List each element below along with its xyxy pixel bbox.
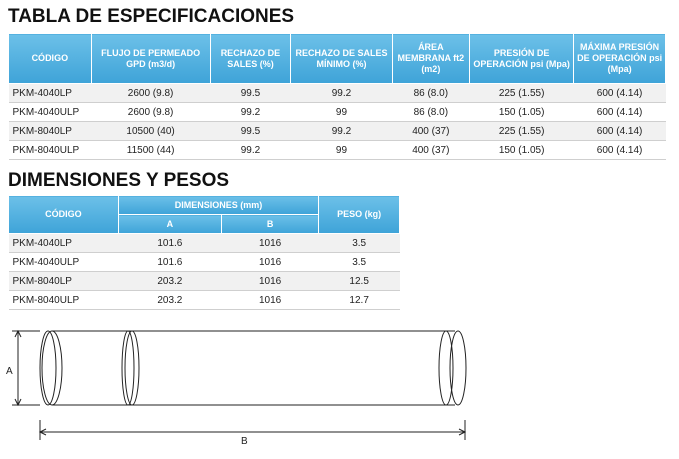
header-cell: RECHAZO DE SALES (%) xyxy=(209,33,292,84)
cell: 99 xyxy=(290,102,393,122)
header-row: CÓDIGO DIMENSIONES (mm) PESO (kg) xyxy=(8,195,400,234)
cell: PKM-4040ULP xyxy=(8,252,119,272)
cell: PKM-8040ULP xyxy=(8,290,119,310)
cell: PKM-8040LP xyxy=(8,271,119,291)
spec-title: TABLA DE ESPECIFICACIONES xyxy=(8,6,295,27)
cell: 11500 (44) xyxy=(91,140,211,160)
header-cell: A xyxy=(117,214,222,234)
cell: 1016 xyxy=(221,233,319,253)
cell: 3.5 xyxy=(318,252,400,272)
row: PKM-4040ULP 101.6 1016 3.5 xyxy=(8,252,400,272)
cell: 600 (4.14) xyxy=(573,121,666,141)
cell: 99.2 xyxy=(290,121,393,141)
label-a: A xyxy=(6,366,13,377)
tube-ring xyxy=(121,330,135,406)
arrowheads xyxy=(14,329,467,436)
row: PKM-4040LP 101.6 1016 3.5 xyxy=(8,233,400,253)
cell: 225 (1.55) xyxy=(469,121,574,141)
row: PKM-4040ULP 2600 (9.8) 99.2 99 86 (8.0) 150 (… xyxy=(8,102,666,122)
cell: 99.5 xyxy=(210,121,291,141)
cell: 2600 (9.8) xyxy=(91,83,211,103)
dims-title: DIMENSIONES Y PESOS xyxy=(8,170,230,191)
cell: PKM-4040ULP xyxy=(8,102,92,122)
header-cell: PRESIÓN DE OPERACIÓN psi (Mpa) xyxy=(469,33,575,84)
cell: 101.6 xyxy=(118,252,222,272)
dimension-lines xyxy=(12,330,466,440)
dims-table: CÓDIGO DIMENSIONES (mm) PESO (kg) A B PKM-404… xyxy=(8,195,400,310)
cell: 12.5 xyxy=(318,271,400,291)
row: PKM-8040LP 203.2 1016 12.5 xyxy=(8,271,400,291)
header-cell: PESO (kg) xyxy=(318,195,400,234)
cell: 150 (1.05) xyxy=(469,140,574,160)
tube-outline xyxy=(52,330,455,406)
tube-end xyxy=(39,330,57,406)
row: PKM-8040ULP 11500 (44) 99.2 99 400 (37) 150 (… xyxy=(8,140,666,160)
row: PKM-8040ULP 203.2 1016 12.7 xyxy=(8,290,400,310)
cell: 12.7 xyxy=(318,290,400,310)
header-row: CÓDIGO FLUJO DE PERMEADO GPD (m3/d) RECHAZ… xyxy=(8,33,666,84)
cell: 2600 (9.8) xyxy=(91,102,211,122)
cell: 203.2 xyxy=(118,290,222,310)
header-cell: B xyxy=(220,214,320,234)
tube-end xyxy=(41,330,63,406)
cell: PKM-8040LP xyxy=(8,121,92,141)
cell: PKM-4040LP xyxy=(8,233,119,253)
header-cell: CÓDIGO xyxy=(8,33,92,84)
tube-ring xyxy=(124,330,140,406)
cell: 1016 xyxy=(221,290,319,310)
tube-end xyxy=(449,330,467,406)
cell: 600 (4.14) xyxy=(573,102,666,122)
tube-ring xyxy=(438,330,454,406)
cell: 10500 (40) xyxy=(91,121,211,141)
cell: 101.6 xyxy=(118,233,222,253)
row: PKM-8040LP 10500 (40) 99.5 99.2 400 (37) 225 … xyxy=(8,121,666,141)
cell: 1016 xyxy=(221,271,319,291)
cell: 600 (4.14) xyxy=(573,140,666,160)
cell: 86 (8.0) xyxy=(392,83,470,103)
cell: 150 (1.05) xyxy=(469,102,574,122)
header-cell: RECHAZO DE SALES MÍNIMO (%) xyxy=(290,33,393,84)
cell: 400 (37) xyxy=(392,121,470,141)
label-b: B xyxy=(241,436,248,447)
cell: 225 (1.55) xyxy=(469,83,574,103)
cell: PKM-4040LP xyxy=(8,83,92,103)
cell: 99.2 xyxy=(290,83,393,103)
spec-table: CÓDIGO FLUJO DE PERMEADO GPD (m3/d) RECHAZ… xyxy=(8,33,666,160)
cell: 400 (37) xyxy=(392,140,470,160)
cell: 99.5 xyxy=(210,83,291,103)
cell: PKM-8040ULP xyxy=(8,140,92,160)
header-cell: MÁXIMA PRESIÓN DE OPERACIÓN psi (Mpa) xyxy=(573,33,666,84)
row: PKM-4040LP 2600 (9.8) 99.5 99.2 86 (8.0) 225 … xyxy=(8,83,666,103)
cell: 600 (4.14) xyxy=(573,83,666,103)
header-cell: DIMENSIONES (mm) xyxy=(117,195,320,215)
cell: 99.2 xyxy=(210,140,291,160)
cell: 1016 xyxy=(221,252,319,272)
cell: 99.2 xyxy=(210,102,291,122)
cell: 3.5 xyxy=(318,233,400,253)
cell: 203.2 xyxy=(118,271,222,291)
header-cell: ÁREA MEMBRANA ft2 (m2) xyxy=(391,33,471,84)
header-cell: FLUJO DE PERMEADO GPD (m3/d) xyxy=(90,33,211,84)
cell: 99 xyxy=(290,140,393,160)
cell: 86 (8.0) xyxy=(392,102,470,122)
header-cell: CÓDIGO xyxy=(8,195,119,234)
